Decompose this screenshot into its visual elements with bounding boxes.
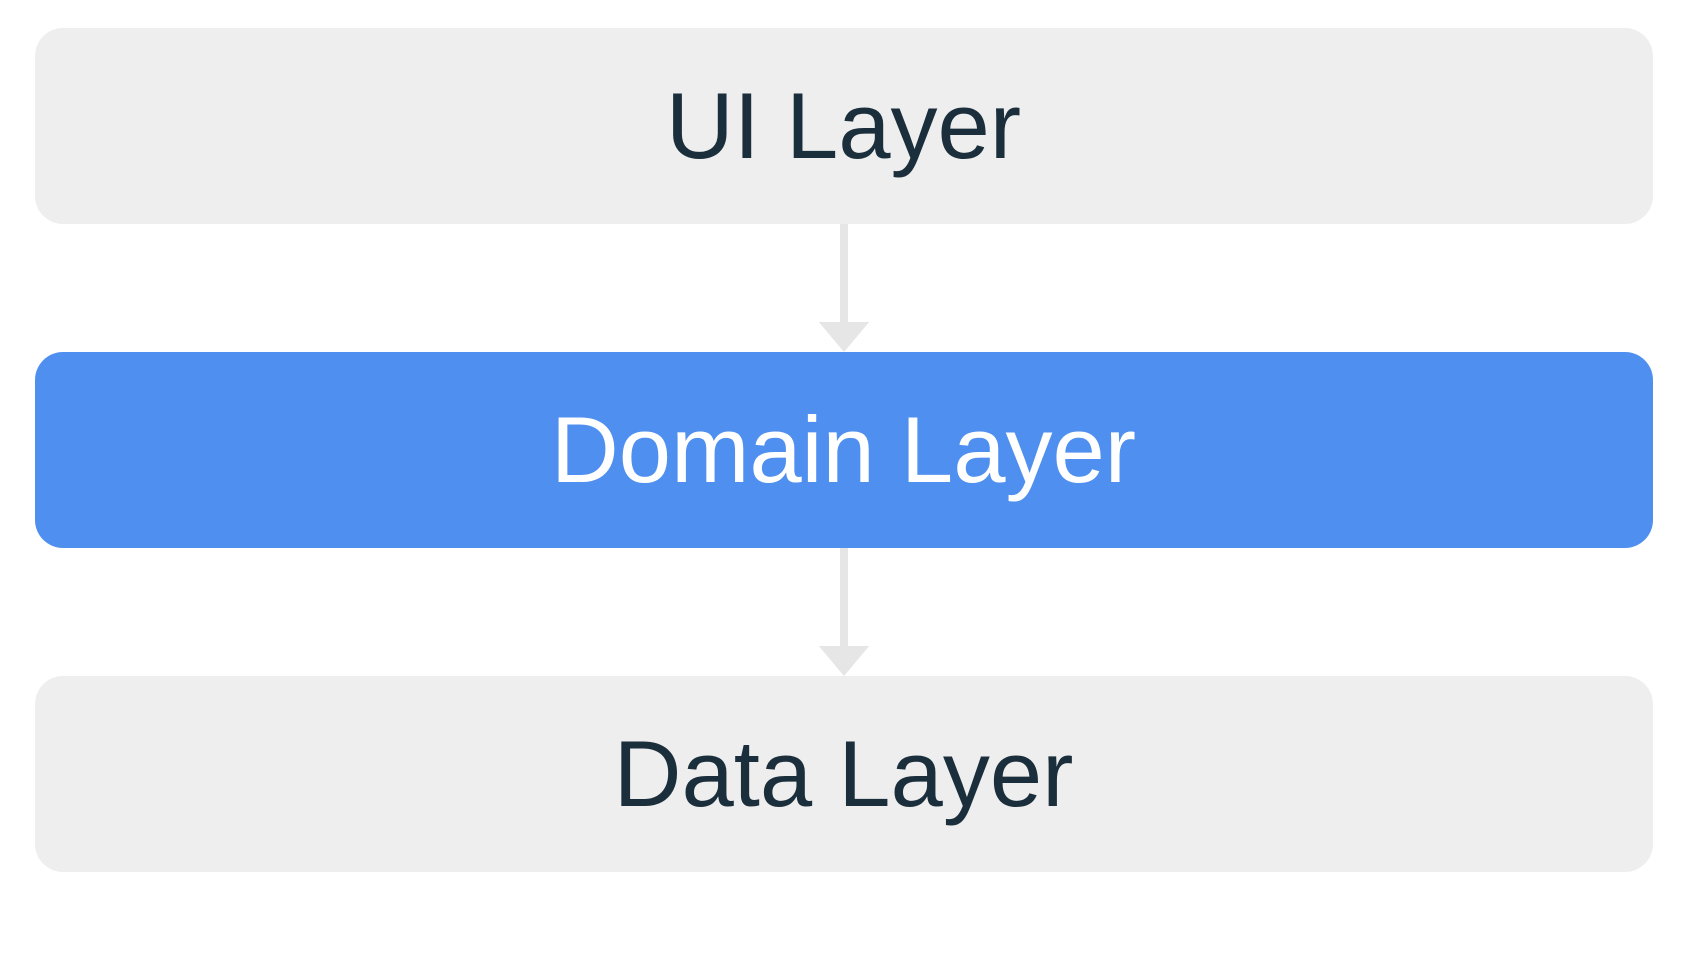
layer-box-ui: UI Layer (35, 28, 1653, 224)
layer-label-domain: Domain Layer (551, 396, 1136, 504)
layer-box-domain: Domain Layer (35, 352, 1653, 548)
arrow-down-icon (812, 224, 876, 352)
arrow-down-icon (812, 548, 876, 676)
layer-label-data: Data Layer (614, 720, 1074, 828)
layer-box-data: Data Layer (35, 676, 1653, 872)
layer-label-ui: UI Layer (666, 72, 1021, 180)
architecture-diagram: UI Layer Domain Layer Data Layer (35, 28, 1653, 872)
